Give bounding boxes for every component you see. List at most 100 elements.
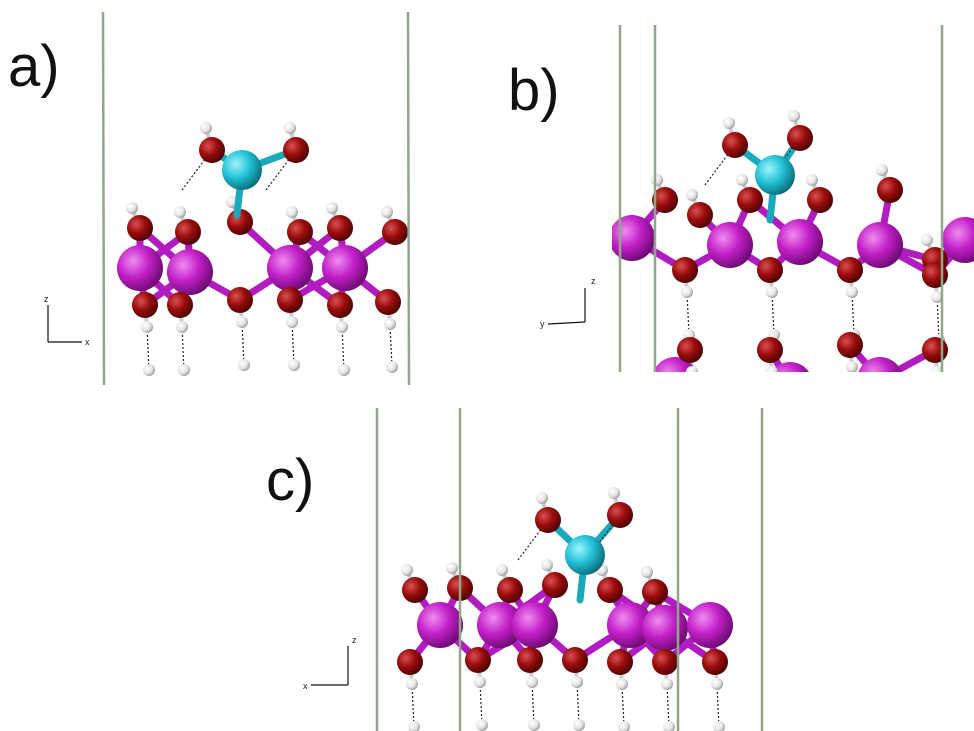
- hydrogen-atom: [176, 321, 188, 333]
- hydrogen-atom: [476, 719, 488, 731]
- metal-atom: [707, 222, 753, 268]
- oxygen-atom: [283, 137, 309, 163]
- metal-atom: [642, 605, 688, 651]
- metal-atom: [609, 215, 655, 261]
- axis-triad: z x: [303, 635, 357, 691]
- hydrogen-atom: [641, 566, 653, 578]
- hydrogen-bond: [480, 682, 482, 725]
- hydrogen-atom: [338, 364, 350, 376]
- hydrogen-atom: [288, 359, 300, 371]
- oxygen-atom: [562, 647, 588, 673]
- oxygen-atom: [652, 649, 678, 675]
- oxygen-atom: [787, 125, 813, 151]
- hydrogen-atom: [336, 321, 348, 333]
- hydrogen-bond: [412, 684, 414, 727]
- hydrogen-atom: [126, 202, 138, 214]
- axis-line: [548, 322, 585, 324]
- hydrogen-atom: [386, 361, 398, 373]
- hydrogen-atom: [846, 286, 858, 298]
- oxygen-atom: [702, 649, 728, 675]
- hydrogen-atom: [401, 564, 413, 576]
- hydrogen-atom: [541, 559, 553, 571]
- oxygen-atom: [757, 257, 783, 283]
- metal-atom: [512, 602, 558, 648]
- hydrogen-atom: [200, 122, 212, 134]
- hydrogen-bond: [852, 292, 854, 335]
- hydrogen-atom: [526, 676, 538, 688]
- metal-atom: [652, 357, 698, 403]
- cell-edge: [103, 12, 104, 385]
- panel-label: b): [508, 58, 560, 123]
- oxygen-atom: [375, 289, 401, 315]
- oxygen-atom: [287, 219, 313, 245]
- hydrogen-bond: [937, 372, 939, 415]
- oxygen-atom: [687, 202, 713, 228]
- oxygen-atom: [607, 649, 633, 675]
- oxygen-atom: [327, 215, 353, 241]
- oxygen-atom: [382, 219, 408, 245]
- hydrogen-bond: [342, 327, 344, 370]
- hydrogen-atom: [406, 678, 418, 690]
- axis-label: z: [591, 276, 596, 286]
- structure: [377, 408, 762, 731]
- titanium-atom: [565, 535, 605, 575]
- axis-label: x: [85, 337, 90, 347]
- hydrogen-atom: [608, 487, 620, 499]
- page: a) b) c) z x z y z x (() => { const data…: [0, 0, 974, 731]
- oxygen-atom: [535, 507, 561, 533]
- hydrogen-atom: [766, 366, 778, 378]
- axis-label: x: [303, 681, 308, 691]
- hydrogen-atom: [446, 562, 458, 574]
- oxygen-atom: [132, 292, 158, 318]
- titanium-atom: [755, 155, 795, 195]
- hydrogen-atom: [284, 122, 296, 134]
- hydrogen-bond: [577, 682, 579, 725]
- oxygen-atom: [722, 132, 748, 158]
- oxygen-atom: [737, 187, 763, 213]
- oxygen-atom: [922, 262, 948, 288]
- panel-label: a): [8, 34, 60, 99]
- hydrogen-bond: [390, 324, 392, 367]
- oxygen-atom: [672, 257, 698, 283]
- hydrogen-atom: [661, 678, 673, 690]
- oxygen-atom: [227, 287, 253, 313]
- hydrogen-atom: [408, 721, 420, 731]
- oxygen-atom: [277, 287, 303, 313]
- oxygen-atom: [642, 579, 668, 605]
- hydrogen-atom: [846, 361, 858, 373]
- metal-atom: [687, 602, 733, 648]
- oxygen-atom: [397, 649, 423, 675]
- hydrogen-atom: [736, 174, 748, 186]
- structure: [609, 25, 974, 421]
- hydrogen-atom: [286, 206, 298, 218]
- metal-atom: [322, 245, 368, 291]
- oxygen-atom: [402, 577, 428, 603]
- hydrogen-atom: [933, 409, 945, 421]
- metal-atom: [267, 245, 313, 291]
- titanium-atom: [222, 150, 262, 190]
- cell-edge: [408, 12, 409, 385]
- oxygen-atom: [597, 577, 623, 603]
- hydrogen-bond: [687, 292, 689, 335]
- axis-triad: z y: [540, 276, 596, 329]
- oxygen-atom: [167, 292, 193, 318]
- hydrogen-atom: [528, 719, 540, 731]
- hydrogen-atom: [286, 316, 298, 328]
- hydrogen-bond: [292, 322, 294, 365]
- hydrogen-atom: [806, 174, 818, 186]
- hydrogen-bond: [147, 327, 149, 370]
- hydrogen-atom: [496, 564, 508, 576]
- hydrogen-atom: [766, 286, 778, 298]
- hydrogen-atom: [713, 721, 725, 731]
- hydrogen-atom: [143, 364, 155, 376]
- hydrogen-atom: [381, 206, 393, 218]
- hydrogen-atom: [686, 189, 698, 201]
- hydrogen-atom: [876, 164, 888, 176]
- oxygen-atom: [757, 337, 783, 363]
- hydrogen-atom: [681, 286, 693, 298]
- axis-triad: z x: [44, 294, 90, 347]
- hydrogen-atom: [688, 409, 700, 421]
- hydrogen-bond: [692, 372, 694, 415]
- axis-label: y: [540, 319, 545, 329]
- hydrogen-bond: [772, 372, 774, 415]
